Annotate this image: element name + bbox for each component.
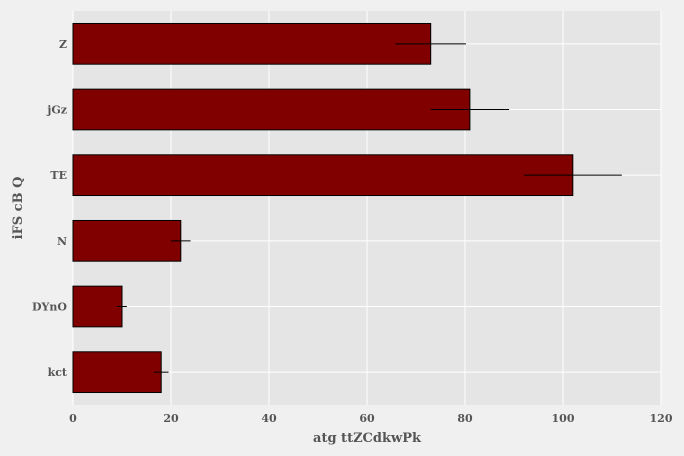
bar (72, 22, 432, 65)
x-axis-label: atg ttZCdkwPk (313, 431, 422, 446)
x-tick-label: 60 (359, 412, 375, 425)
bars (72, 22, 574, 394)
y-tick-label: DYnO (32, 301, 67, 314)
bar (72, 351, 162, 394)
x-tick-label: 80 (457, 412, 473, 425)
y-tick-label: TE (50, 169, 67, 182)
x-tick-label: 40 (261, 412, 277, 425)
x-tick-label: 20 (163, 412, 179, 425)
y-tick-label: kct (48, 366, 68, 379)
y-tick-label: N (57, 235, 67, 248)
y-axis-label: iFS cB Q (11, 177, 26, 240)
y-tick-label: Z (59, 38, 67, 51)
bar (72, 285, 123, 328)
x-tick-label: 0 (69, 412, 77, 425)
x-tick-label: 120 (650, 412, 673, 425)
x-tick-label: 100 (552, 412, 575, 425)
bar (72, 88, 471, 131)
y-tick-label: jGz (46, 104, 67, 117)
bar (72, 154, 574, 197)
bar (72, 219, 182, 262)
error-bars (117, 43, 622, 373)
x-tick-labels: 0 20 40 60 80 100 120 (69, 412, 673, 425)
